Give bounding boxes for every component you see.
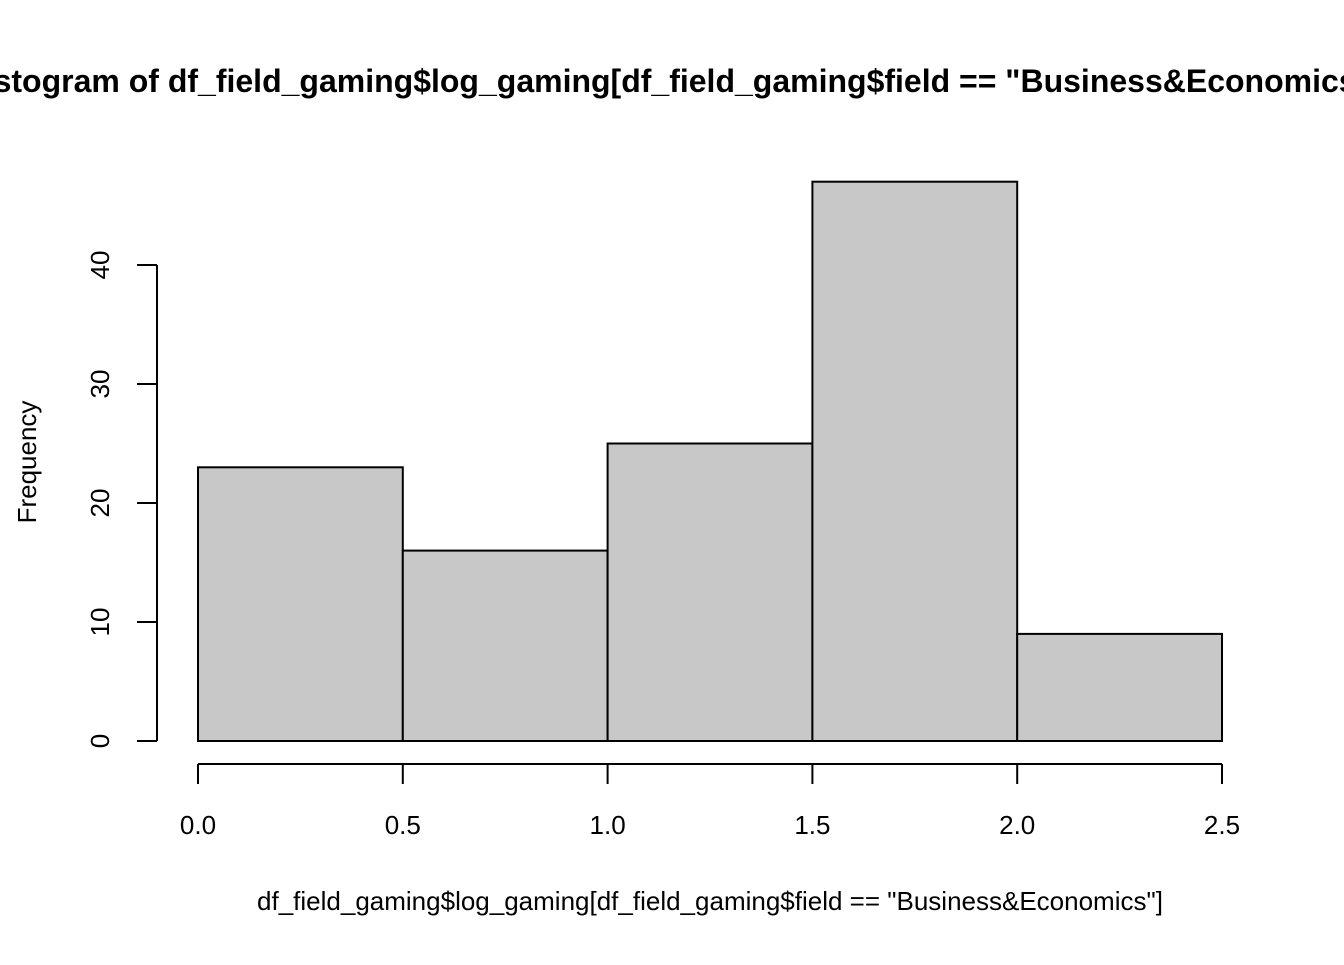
x-axis-label: df_field_gaming$log_gaming[df_field_gami…	[257, 886, 1163, 916]
y-tick-label-1: 10	[85, 608, 115, 637]
x-tick-label-1: 0.5	[385, 810, 421, 840]
x-axis: 0.0 0.5 1.0 1.5 2.0 2.5	[180, 763, 1240, 840]
chart-title: Histogram of df_field_gaming$log_gaming[…	[0, 63, 1344, 99]
bars-group	[197, 180, 1224, 743]
y-axis-label: Frequency	[12, 401, 42, 524]
histogram-bar-0	[197, 466, 404, 742]
x-tick-label-5: 2.5	[1204, 810, 1240, 840]
y-tick-label-4: 40	[85, 251, 115, 280]
x-tick-label-3: 1.5	[794, 810, 830, 840]
x-tick-label-2: 1.0	[590, 810, 626, 840]
histogram-bar-4	[1016, 632, 1224, 743]
histogram-bar-2	[606, 442, 814, 742]
histogram-bar-1	[401, 549, 609, 742]
y-tick-label-3: 30	[85, 370, 115, 399]
y-tick-label-2: 20	[85, 489, 115, 518]
histogram-bar-3	[811, 180, 1019, 742]
x-tick-label-4: 2.0	[999, 810, 1035, 840]
x-tick-label-0: 0.0	[180, 810, 216, 840]
y-axis: 0 10 20 30 40	[85, 251, 158, 748]
y-tick-label-0: 0	[85, 734, 115, 748]
